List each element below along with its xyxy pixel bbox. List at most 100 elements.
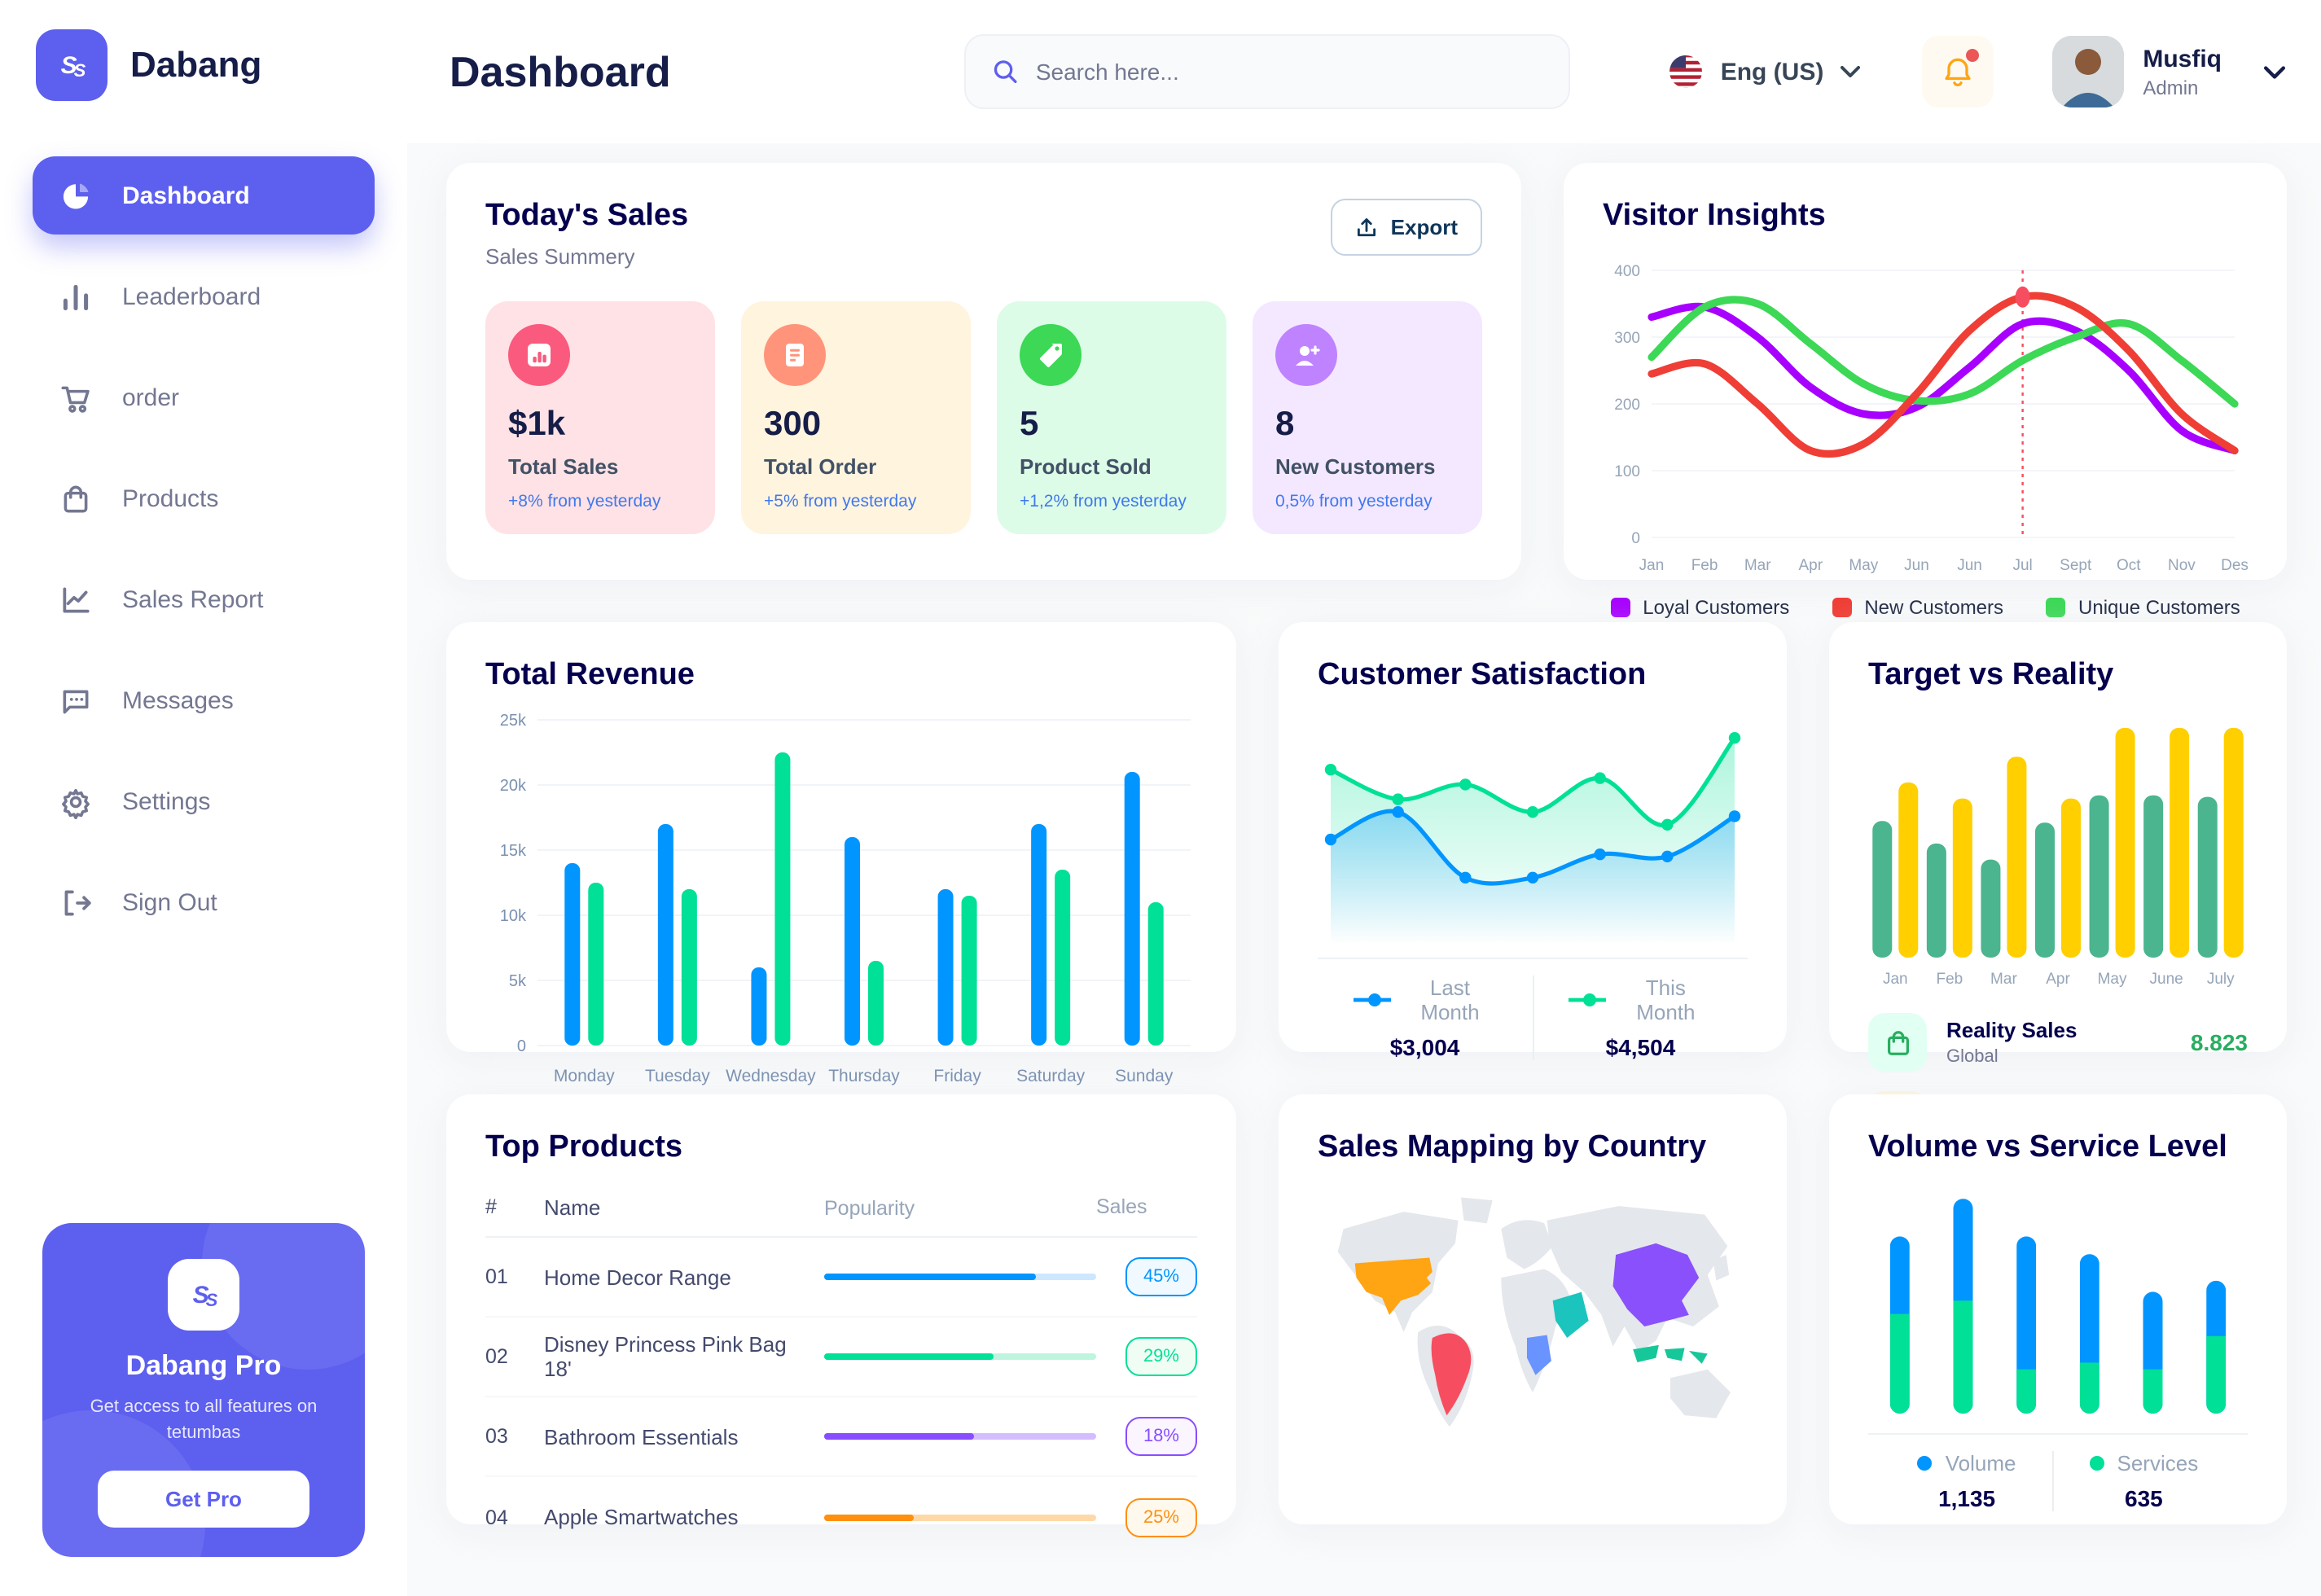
svg-text:Nov: Nov <box>2168 557 2196 574</box>
svg-text:June: June <box>2150 971 2183 988</box>
volume-vs-service-title: Volume vs Service Level <box>1868 1130 2227 1164</box>
sidebar-nav: Dashboard Leaderboard order Products Sal… <box>0 156 407 941</box>
sidebar-item-settings[interactable]: Settings <box>33 762 375 840</box>
svg-text:Friday: Friday <box>933 1067 981 1085</box>
svg-text:Wednesday: Wednesday <box>726 1067 816 1085</box>
svg-text:Saturday: Saturday <box>1016 1067 1086 1085</box>
stat-label: Total Order <box>764 454 877 479</box>
popularity-bar <box>824 1274 1096 1280</box>
stat-value: 8 <box>1275 406 1295 443</box>
customer-satisfaction-chart <box>1318 707 1748 948</box>
popularity-bar <box>824 1353 1096 1360</box>
legend-item: New Customers <box>1832 596 2003 619</box>
total-revenue-title: Total Revenue <box>485 658 695 692</box>
svg-text:200: 200 <box>1614 397 1640 414</box>
volume-vs-service-legend: Volume 1,135 Services 635 <box>1868 1451 2248 1511</box>
stat-label: New Customers <box>1275 454 1436 479</box>
user-role: Admin <box>2143 76 2199 99</box>
todays-sales-subtitle: Sales Summery <box>485 244 635 269</box>
main-area: Dashboard Eng (US) Musfiq Admin <box>407 0 2321 1596</box>
legend-item: Volume 1,135 <box>1882 1451 2052 1511</box>
legend-item: Unique Customers <box>2046 596 2240 619</box>
chevron-down-icon <box>1840 66 1860 77</box>
tag-icon <box>1020 324 1082 386</box>
bag-icon <box>59 481 93 515</box>
avatar <box>2051 36 2124 107</box>
sales-stat-tile: $1k Total Sales +8% from yesterday <box>485 301 715 534</box>
target-vs-reality-title: Target vs Reality <box>1868 658 2114 692</box>
bar-card-icon <box>508 324 570 386</box>
cart-icon <box>59 380 93 414</box>
svg-text:Jan: Jan <box>1639 557 1665 574</box>
file-list-icon <box>764 324 826 386</box>
svg-text:25k: 25k <box>500 712 527 730</box>
sidebar-item-messages[interactable]: Messages <box>33 661 375 739</box>
svg-text:Sept: Sept <box>2060 557 2092 574</box>
svg-text:15k: 15k <box>500 842 527 860</box>
table-row: 03 Bathroom Essentials 18% <box>485 1397 1197 1477</box>
notifications-button[interactable] <box>1921 36 1994 107</box>
legend-item: Reality Sales Global 8.823 <box>1868 1013 2248 1072</box>
dashboard-content: Today's Sales Sales Summery Export $1k T… <box>407 143 2321 1596</box>
sales-summary-tiles: $1k Total Sales +8% from yesterday 300 T… <box>485 301 1482 534</box>
svg-text:Monday: Monday <box>554 1067 615 1085</box>
user-menu[interactable]: Musfiq Admin <box>2051 36 2285 107</box>
total-revenue-card: Total Revenue 0 5k 10k 15k 20k 25k Monday Tuesd… <box>446 622 1236 1130</box>
stat-delta: 0,5% from yesterday <box>1275 492 1433 511</box>
sidebar-item-leaderboard[interactable]: Leaderboard <box>33 257 375 335</box>
todays-sales-title: Today's Sales <box>485 199 689 233</box>
svg-text:Mar: Mar <box>1744 557 1771 574</box>
get-pro-button[interactable]: Get Pro <box>98 1471 309 1528</box>
top-products-card: Top Products # Name Popularity Sales 01 … <box>446 1094 1236 1537</box>
stat-label: Product Sold <box>1020 454 1152 479</box>
product-name: Bathroom Essentials <box>544 1424 739 1449</box>
svg-text:Jun: Jun <box>1904 557 1929 574</box>
product-rank: 02 <box>485 1345 508 1368</box>
export-button[interactable]: Export <box>1330 199 1482 256</box>
line-chart-icon <box>59 582 93 616</box>
popularity-bar <box>824 1514 1096 1520</box>
language-selector[interactable]: Eng (US) <box>1669 54 1860 90</box>
brand-name: Dabang <box>130 44 262 85</box>
gear-icon <box>59 784 93 818</box>
svg-text:Jul: Jul <box>2012 557 2032 574</box>
svg-text:0: 0 <box>517 1037 526 1055</box>
svg-text:20k: 20k <box>500 777 527 795</box>
bag-icon <box>1868 1013 1927 1072</box>
svg-text:Des: Des <box>2221 557 2248 574</box>
product-rank: 01 <box>485 1265 508 1288</box>
bar-chart-icon <box>59 279 93 314</box>
sidebar-item-order[interactable]: order <box>33 358 375 436</box>
svg-text:5k: 5k <box>509 972 527 990</box>
svg-text:May: May <box>2098 971 2127 988</box>
target-vs-reality-card: Target vs Reality Jan Feb Mar Apr May June Jul… <box>1829 622 2287 1150</box>
volume-vs-service-card: Volume vs Service Level Volume 1,135 Servi… <box>1829 1094 2287 1524</box>
legend-item: Loyal Customers <box>1610 596 1789 619</box>
search-input[interactable] <box>1035 59 1543 85</box>
svg-text:Apr: Apr <box>2046 971 2070 988</box>
table-row: 01 Home Decor Range 45% <box>485 1238 1197 1318</box>
page-title: Dashboard <box>450 46 671 95</box>
sidebar-item-sales-report[interactable]: Sales Report <box>33 560 375 638</box>
table-row: 02 Disney Princess Pink Bag 18' 29% <box>485 1318 1197 1397</box>
sidebar-item-sign-out[interactable]: Sign Out <box>33 863 375 941</box>
message-icon <box>59 683 93 717</box>
export-icon <box>1357 217 1375 236</box>
svg-text:Jun: Jun <box>1957 557 1982 574</box>
svg-text:400: 400 <box>1614 263 1640 280</box>
popularity-bar <box>824 1433 1096 1440</box>
sign-out-icon <box>59 885 93 919</box>
product-name: Disney Princess Pink Bag 18' <box>544 1332 787 1381</box>
user-plus-icon <box>1275 324 1337 386</box>
product-rank: 03 <box>485 1425 508 1448</box>
top-products-header: # Name Popularity Sales <box>485 1182 1197 1238</box>
sidebar-item-products[interactable]: Products <box>33 459 375 537</box>
svg-text:Tuesday: Tuesday <box>645 1067 710 1085</box>
total-revenue-chart: 0 5k 10k 15k 20k 25k Monday Tuesday Wednesday Thu… <box>485 707 1197 1094</box>
sidebar-item-dashboard[interactable]: Dashboard <box>33 156 375 235</box>
legend-item: This Month $4,504 <box>1533 976 1748 1060</box>
